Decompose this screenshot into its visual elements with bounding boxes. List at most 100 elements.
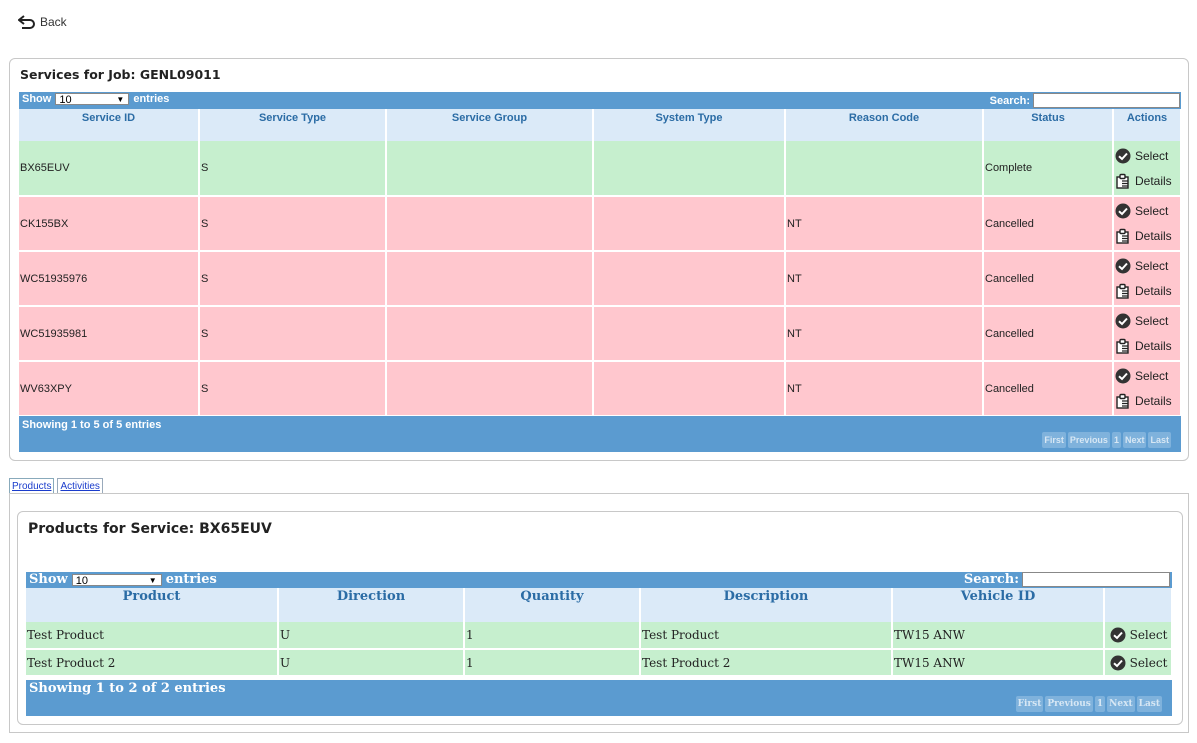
col-quantity[interactable]: Quantity	[464, 588, 641, 622]
system-type-cell	[593, 361, 786, 417]
select-button[interactable]: Select	[1115, 201, 1180, 221]
table-row: Test Product 2 U 1 Test Product 2 TW15 ANW Se…	[26, 649, 1173, 677]
service-type-cell: S	[199, 141, 387, 197]
select-button[interactable]: Select	[1106, 625, 1171, 645]
search-label: Search:	[963, 572, 1019, 587]
services-info: Showing 1 to 5 of 5 entries	[22, 419, 162, 431]
products-footer: Showing 1 to 2 of 2 entries First Previou…	[26, 680, 1172, 716]
pager-previous-button[interactable]: Previous	[1067, 432, 1110, 448]
products-search-input[interactable]	[1022, 572, 1170, 587]
service-id-cell: CK155BX	[19, 196, 200, 252]
col-description[interactable]: Description	[640, 588, 893, 622]
service-type-cell: S	[199, 196, 387, 252]
products-toolbar: Show 10 ▼ entries Search:	[26, 572, 1172, 588]
reason-code-cell: NT	[785, 251, 984, 307]
service-id-cell: BX65EUV	[19, 141, 200, 197]
product-cell: Test Product	[26, 622, 279, 650]
search-label: Search:	[989, 94, 1030, 107]
select-button[interactable]: Select	[1106, 653, 1171, 673]
clipboard-icon	[1116, 228, 1129, 244]
clipboard-icon	[1116, 283, 1129, 299]
check-circle-icon	[1115, 203, 1131, 219]
clipboard-icon	[1116, 338, 1129, 354]
actions-cell: Select Details	[1113, 251, 1182, 307]
services-table: Service ID Service Type Service Group Sy…	[19, 109, 1182, 417]
details-button[interactable]: Details	[1115, 391, 1180, 411]
select-button[interactable]: Select	[1115, 146, 1180, 166]
show-label: Show	[29, 572, 68, 587]
services-pager: First Previous 1 Next Last	[1042, 432, 1171, 448]
direction-cell: U	[278, 649, 465, 677]
col-reason-code[interactable]: Reason Code	[785, 109, 984, 141]
reason-code-cell: NT	[785, 196, 984, 252]
pager-previous-button[interactable]: Previous	[1045, 696, 1093, 712]
reason-code-cell: NT	[785, 361, 984, 417]
table-row: WC51935976 S NT Cancelled Select Details	[19, 251, 1182, 307]
pager-last-button[interactable]: Last	[1148, 432, 1171, 448]
actions-cell: Select	[1104, 622, 1173, 650]
details-button[interactable]: Details	[1115, 281, 1180, 301]
col-product[interactable]: Product	[26, 588, 279, 622]
service-group-cell	[386, 251, 594, 307]
pager-1-button[interactable]: 1	[1094, 696, 1106, 712]
pager-1-button[interactable]: 1	[1111, 432, 1121, 448]
entries-select[interactable]: 10 ▼	[55, 93, 130, 106]
service-id-cell: WV63XPY	[19, 361, 200, 417]
select-button[interactable]: Select	[1115, 311, 1180, 331]
back-label: Back	[40, 15, 67, 29]
pager-first-button[interactable]: First	[1015, 696, 1044, 712]
pager-next-button[interactable]: Next	[1107, 696, 1135, 712]
tab-products[interactable]: Products	[9, 478, 55, 494]
pager-next-button[interactable]: Next	[1122, 432, 1147, 448]
tab-activities[interactable]: Activities	[57, 478, 103, 494]
col-actions: Actions	[1113, 109, 1182, 141]
col-service-type[interactable]: Service Type	[199, 109, 387, 141]
service-group-cell	[386, 361, 594, 417]
col-actions	[1104, 588, 1173, 622]
actions-cell: Select	[1104, 649, 1173, 677]
select-button[interactable]: Select	[1115, 366, 1180, 386]
product-cell: Test Product 2	[26, 649, 279, 677]
products-table: Product Direction Quantity Description V…	[26, 588, 1173, 677]
col-service-group[interactable]: Service Group	[386, 109, 594, 141]
tab-bar: Products Activities	[9, 478, 103, 494]
service-id-cell: WC51935981	[19, 306, 200, 362]
table-row: CK155BX S NT Cancelled Select Details	[19, 196, 1182, 252]
check-circle-icon	[1115, 148, 1131, 163]
details-button[interactable]: Details	[1115, 226, 1180, 246]
services-panel: Services for Job: GENL09011 Show 10 ▼ ent…	[9, 58, 1189, 461]
status-cell: Complete	[983, 141, 1114, 197]
col-service-id[interactable]: Service ID	[19, 109, 200, 141]
col-system-type[interactable]: System Type	[593, 109, 786, 141]
details-button[interactable]: Details	[1115, 336, 1180, 356]
service-group-cell	[386, 141, 594, 197]
select-button[interactable]: Select	[1115, 256, 1180, 276]
table-row: WC51935981 S NT Cancelled Select Details	[19, 306, 1182, 362]
table-row: Test Product U 1 Test Product TW15 ANW Select	[26, 622, 1173, 650]
pager-first-button[interactable]: First	[1042, 432, 1066, 448]
status-cell: Cancelled	[983, 306, 1114, 362]
col-status[interactable]: Status	[983, 109, 1114, 141]
services-search-input[interactable]	[1033, 93, 1180, 108]
clipboard-icon	[1116, 173, 1129, 189]
system-type-cell	[593, 141, 786, 197]
service-type-cell: S	[199, 251, 387, 307]
pager-last-button[interactable]: Last	[1136, 696, 1162, 712]
entries-select[interactable]: 10 ▼	[71, 573, 162, 587]
description-cell: Test Product 2	[640, 649, 893, 677]
reason-code-cell	[785, 141, 984, 197]
entries-label: entries	[165, 572, 217, 587]
vehicle-id-cell: TW15 ANW	[892, 622, 1105, 650]
col-direction[interactable]: Direction	[278, 588, 465, 622]
details-button[interactable]: Details	[1115, 171, 1180, 191]
back-link[interactable]: Back	[18, 15, 67, 29]
system-type-cell	[593, 196, 786, 252]
actions-cell: Select Details	[1113, 361, 1182, 417]
table-row: BX65EUV S Complete Select Details	[19, 141, 1182, 197]
products-title: Products for Service: BX65EUV	[28, 521, 272, 537]
service-group-cell	[386, 306, 594, 362]
reason-code-cell: NT	[785, 306, 984, 362]
vehicle-id-cell: TW15 ANW	[892, 649, 1105, 677]
check-circle-icon	[1115, 258, 1131, 274]
col-vehicle-id[interactable]: Vehicle ID	[892, 588, 1105, 622]
